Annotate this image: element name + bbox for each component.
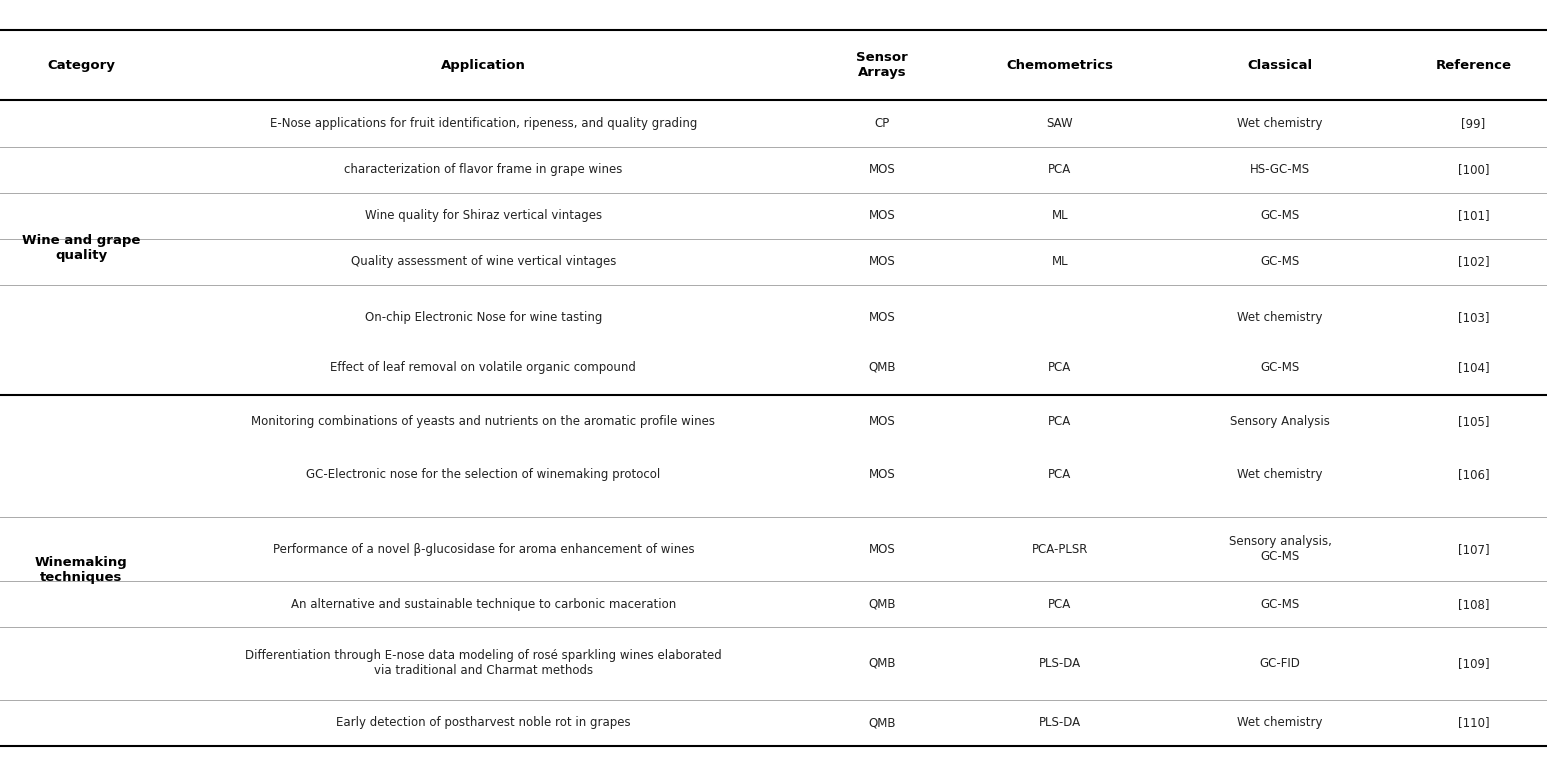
Text: SAW: SAW [1046, 117, 1074, 130]
Text: Classical: Classical [1247, 59, 1313, 72]
Text: Quality assessment of wine vertical vintages: Quality assessment of wine vertical vint… [351, 255, 616, 268]
Text: GC-MS: GC-MS [1261, 597, 1299, 611]
Text: PCA: PCA [1047, 468, 1072, 481]
Text: [102]: [102] [1457, 255, 1490, 268]
Text: Performance of a novel β-glucosidase for aroma enhancement of wines: Performance of a novel β-glucosidase for… [272, 543, 695, 556]
Text: PCA: PCA [1047, 415, 1072, 428]
Text: MOS: MOS [868, 415, 896, 428]
Text: QMB: QMB [868, 657, 896, 670]
Text: HS-GC-MS: HS-GC-MS [1250, 163, 1310, 176]
Text: Wine and grape
quality: Wine and grape quality [22, 233, 141, 261]
Text: QMB: QMB [868, 716, 896, 729]
Text: MOS: MOS [868, 468, 896, 481]
Text: PCA: PCA [1047, 163, 1072, 176]
Text: Wet chemistry: Wet chemistry [1238, 468, 1323, 481]
Text: MOS: MOS [868, 209, 896, 223]
Text: [99]: [99] [1462, 117, 1485, 130]
Text: Early detection of postharvest noble rot in grapes: Early detection of postharvest noble rot… [336, 716, 631, 729]
Text: GC-FID: GC-FID [1259, 657, 1301, 670]
Text: QMB: QMB [868, 360, 896, 374]
Text: characterization of flavor frame in grape wines: characterization of flavor frame in grap… [345, 163, 622, 176]
Text: GC-Electronic nose for the selection of winemaking protocol: GC-Electronic nose for the selection of … [306, 468, 661, 481]
Text: [101]: [101] [1457, 209, 1490, 223]
Text: [104]: [104] [1457, 360, 1490, 374]
Text: [107]: [107] [1457, 543, 1490, 556]
Text: Sensory analysis,
GC-MS: Sensory analysis, GC-MS [1228, 535, 1332, 563]
Text: [109]: [109] [1457, 657, 1490, 670]
Text: PCA-PLSR: PCA-PLSR [1032, 543, 1088, 556]
Text: Sensory Analysis: Sensory Analysis [1230, 415, 1330, 428]
Text: [103]: [103] [1457, 311, 1490, 324]
Text: MOS: MOS [868, 543, 896, 556]
Text: QMB: QMB [868, 597, 896, 611]
Text: MOS: MOS [868, 255, 896, 268]
Text: GC-MS: GC-MS [1261, 209, 1299, 223]
Text: ML: ML [1052, 209, 1067, 223]
Text: Monitoring combinations of yeasts and nutrients on the aromatic profile wines: Monitoring combinations of yeasts and nu… [252, 415, 715, 428]
Text: [108]: [108] [1457, 597, 1490, 611]
Text: An alternative and sustainable technique to carbonic maceration: An alternative and sustainable technique… [291, 597, 676, 611]
Text: Application: Application [441, 59, 526, 72]
Text: Category: Category [48, 59, 114, 72]
Text: Differentiation through E-nose data modeling of rosé sparkling wines elaborated
: Differentiation through E-nose data mode… [244, 650, 722, 678]
Text: Sensor
Arrays: Sensor Arrays [855, 51, 908, 79]
Text: [106]: [106] [1457, 468, 1490, 481]
Text: PLS-DA: PLS-DA [1038, 716, 1081, 729]
Text: GC-MS: GC-MS [1261, 255, 1299, 268]
Text: [110]: [110] [1457, 716, 1490, 729]
Text: E-Nose applications for fruit identification, ripeness, and quality grading: E-Nose applications for fruit identifica… [269, 117, 698, 130]
Text: PCA: PCA [1047, 360, 1072, 374]
Text: ML: ML [1052, 255, 1067, 268]
Text: Reference: Reference [1436, 59, 1511, 72]
Text: GC-MS: GC-MS [1261, 360, 1299, 374]
Text: On-chip Electronic Nose for wine tasting: On-chip Electronic Nose for wine tasting [365, 311, 602, 324]
Text: Wet chemistry: Wet chemistry [1238, 716, 1323, 729]
Text: [105]: [105] [1457, 415, 1490, 428]
Text: CP: CP [874, 117, 890, 130]
Text: MOS: MOS [868, 163, 896, 176]
Text: PLS-DA: PLS-DA [1038, 657, 1081, 670]
Text: PCA: PCA [1047, 597, 1072, 611]
Text: Winemaking
techniques: Winemaking techniques [36, 556, 127, 584]
Text: MOS: MOS [868, 311, 896, 324]
Text: [100]: [100] [1457, 163, 1490, 176]
Text: Effect of leaf removal on volatile organic compound: Effect of leaf removal on volatile organ… [331, 360, 636, 374]
Text: Chemometrics: Chemometrics [1006, 59, 1114, 72]
Text: Wet chemistry: Wet chemistry [1238, 311, 1323, 324]
Text: Wine quality for Shiraz vertical vintages: Wine quality for Shiraz vertical vintage… [365, 209, 602, 223]
Text: Wet chemistry: Wet chemistry [1238, 117, 1323, 130]
